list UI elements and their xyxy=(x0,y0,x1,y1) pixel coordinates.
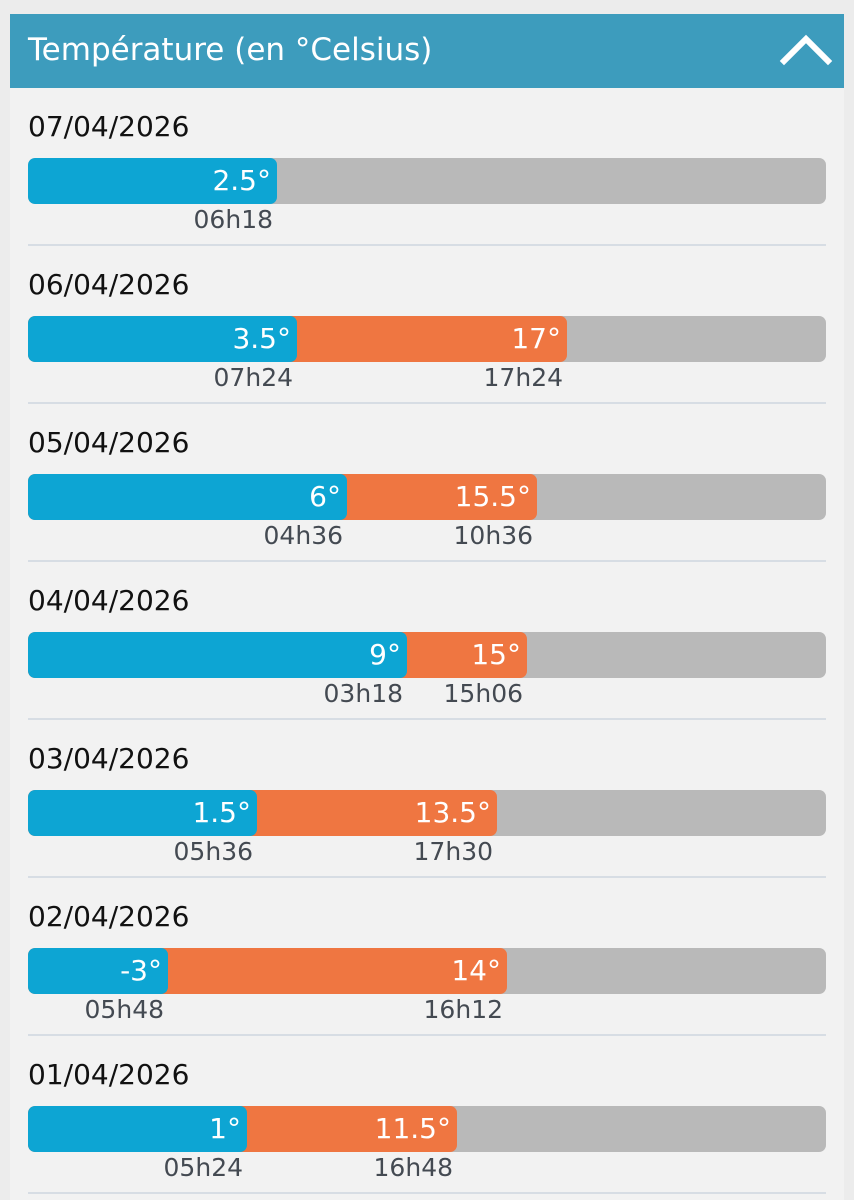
max-temperature-value: 14° xyxy=(451,954,501,987)
chevron-up-icon xyxy=(779,34,833,66)
min-temperature-value: 1.5° xyxy=(192,796,251,829)
min-temperature-bar xyxy=(28,474,347,520)
max-temperature-value: 11.5° xyxy=(374,1112,451,1145)
min-temperature-value: 1° xyxy=(209,1112,241,1145)
min-temperature-bar xyxy=(28,632,407,678)
min-temperature-value: 3.5° xyxy=(232,322,291,355)
temperature-bar-track: 2.5° xyxy=(28,158,826,204)
min-temperature-time: 03h18 xyxy=(323,679,403,708)
day-row: 04/04/2026 9° 15° 03h18 15h06 xyxy=(10,562,844,720)
day-date: 03/04/2026 xyxy=(28,742,190,775)
panel-header[interactable]: Température (en °Celsius) xyxy=(10,14,844,88)
panel-title: Température (en °Celsius) xyxy=(28,32,433,68)
min-temperature-bar xyxy=(28,948,168,994)
max-temperature-time: 15h06 xyxy=(443,679,523,708)
max-temperature-value: 13.5° xyxy=(414,796,491,829)
day-date: 06/04/2026 xyxy=(28,268,190,301)
day-row: 03/04/2026 1.5° 13.5° 05h36 17h30 xyxy=(10,720,844,878)
max-temperature-value: 17° xyxy=(511,322,561,355)
temperature-panel: Température (en °Celsius) 07/04/2026 2.5°… xyxy=(10,14,844,1200)
row-divider xyxy=(28,876,826,878)
row-divider xyxy=(28,1034,826,1036)
row-divider xyxy=(28,718,826,720)
max-temperature-time: 17h30 xyxy=(413,837,493,866)
temperature-bar-track: 6° 15.5° xyxy=(28,474,826,520)
min-temperature-bar xyxy=(28,316,297,362)
day-date: 04/04/2026 xyxy=(28,584,190,617)
max-temperature-value: 15° xyxy=(471,638,521,671)
day-row: 07/04/2026 2.5° 06h18 xyxy=(10,88,844,246)
max-temperature-value: 15.5° xyxy=(454,480,531,513)
temperature-bar-track: 1° 11.5° xyxy=(28,1106,826,1152)
day-row: 05/04/2026 6° 15.5° 04h36 10h36 xyxy=(10,404,844,562)
temperature-bar-track: 9° 15° xyxy=(28,632,826,678)
day-date: 05/04/2026 xyxy=(28,426,190,459)
day-date: 01/04/2026 xyxy=(28,1058,190,1091)
row-divider xyxy=(28,244,826,246)
min-temperature-bar xyxy=(28,158,277,204)
min-temperature-time: 07h24 xyxy=(213,363,293,392)
row-divider xyxy=(28,560,826,562)
collapse-button[interactable] xyxy=(778,22,834,78)
max-temperature-time: 17h24 xyxy=(483,363,563,392)
min-temperature-value: 6° xyxy=(309,480,341,513)
row-divider xyxy=(28,1192,826,1194)
min-temperature-time: 06h18 xyxy=(193,205,273,234)
temperature-bar-track: -3° 14° xyxy=(28,948,826,994)
temperature-bar-track: 3.5° 17° xyxy=(28,316,826,362)
min-temperature-time: 04h36 xyxy=(263,521,343,550)
day-row: 02/04/2026 -3° 14° 05h48 16h12 xyxy=(10,878,844,1036)
min-temperature-value: -3° xyxy=(120,954,162,987)
min-temperature-time: 05h48 xyxy=(84,995,164,1024)
day-row: 06/04/2026 3.5° 17° 07h24 17h24 xyxy=(10,246,844,404)
min-temperature-time: 05h24 xyxy=(163,1153,243,1182)
min-temperature-time: 05h36 xyxy=(173,837,253,866)
temperature-bar-track: 1.5° 13.5° xyxy=(28,790,826,836)
min-temperature-value: 2.5° xyxy=(212,164,271,197)
min-temperature-value: 9° xyxy=(369,638,401,671)
min-temperature-bar xyxy=(28,1106,247,1152)
day-row: 01/04/2026 1° 11.5° 05h24 16h48 xyxy=(10,1036,844,1194)
max-temperature-time: 16h12 xyxy=(423,995,503,1024)
min-temperature-bar xyxy=(28,790,257,836)
row-divider xyxy=(28,402,826,404)
max-temperature-time: 16h48 xyxy=(373,1153,453,1182)
day-date: 02/04/2026 xyxy=(28,900,190,933)
day-date: 07/04/2026 xyxy=(28,110,190,143)
max-temperature-time: 10h36 xyxy=(453,521,533,550)
